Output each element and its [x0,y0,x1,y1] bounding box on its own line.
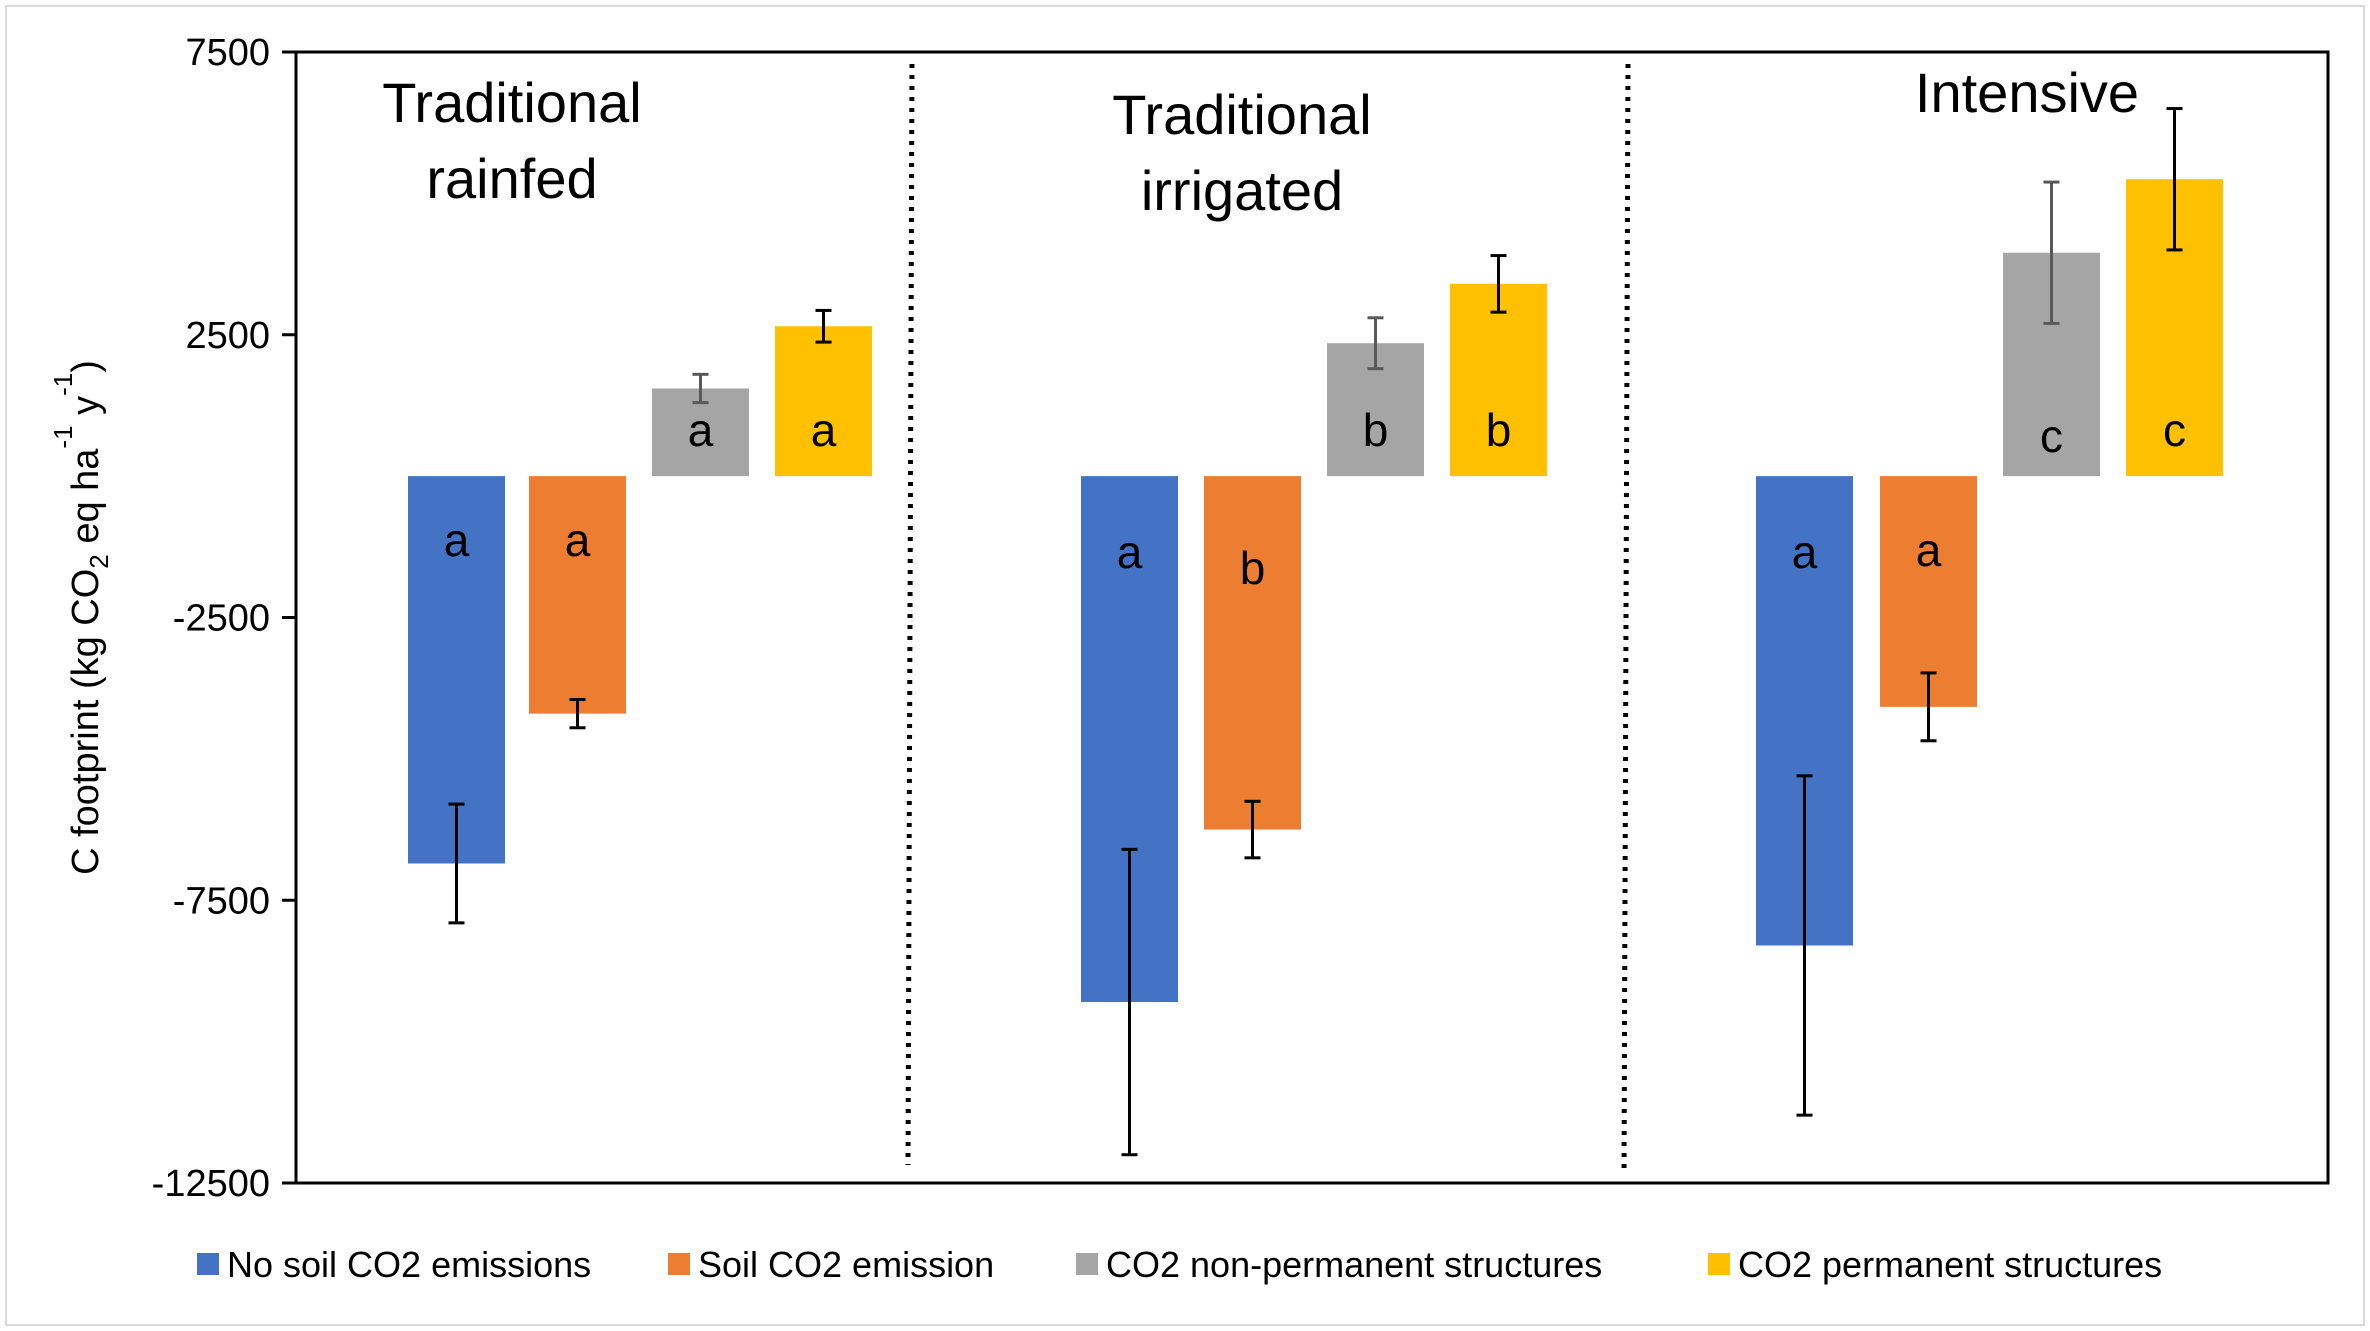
y-tick-label: -7500 [173,880,270,922]
significance-letter: a [1792,526,1818,578]
significance-letter: a [1117,526,1143,578]
significance-letter: b [1363,404,1389,456]
y-axis-label-part: C footprint (kg CO [65,569,107,875]
bar [1880,476,1977,707]
significance-letter: a [811,404,837,456]
significance-letter: a [1916,524,1942,576]
significance-letter: b [1240,542,1266,594]
y-axis-label-part: 2 [84,554,114,568]
significance-letter: a [688,404,714,456]
y-axis-label: C footprint (kg CO2 eq ha-1 y-1) [48,360,114,875]
significance-letter: a [565,514,591,566]
significance-letter: c [2040,410,2063,462]
y-axis-label-part: eq ha [65,448,107,555]
legend: No soil CO2 emissions Soil CO2 emission CO… [197,1244,2162,1285]
y-tick-label: -2500 [173,598,270,640]
group-separator [1621,63,1631,1176]
legend-label: CO2 non-permanent structures [1106,1244,1602,1285]
chart-border [5,5,2365,1326]
group-title: rainfed [426,147,597,210]
bar [1204,476,1301,830]
y-axis-label-part: -1 [48,373,78,396]
y-axis-label-part: y [65,396,107,426]
significance-letter: a [444,514,470,566]
bar [1450,283,1547,477]
y-axis: 7500 2500 -2500 -7500 -12500 [152,32,296,1205]
legend-swatch [197,1253,219,1275]
legend-swatch [668,1253,690,1275]
legend-swatch [1076,1253,1098,1275]
plot-area: a a a a b a a b c a b c [294,50,2330,1185]
significance-letter: c [2163,404,2186,456]
group-title: Intensive [1915,61,2139,124]
group-title: Traditional [1112,83,1371,146]
y-tick-label: -12500 [152,1163,270,1205]
significance-letter: b [1486,404,1512,456]
y-tick-label: 2500 [185,315,270,357]
bar [408,476,505,864]
y-axis-label-part: -1 [48,425,78,448]
legend-label: CO2 permanent structures [1738,1244,2162,1285]
bar [529,476,626,714]
y-axis-label-part: ) [65,360,107,373]
group-title: irrigated [1141,159,1343,222]
legend-swatch [1708,1253,1730,1275]
legend-label: No soil CO2 emissions [227,1244,591,1285]
group-separator [905,63,915,1166]
bar [775,326,872,477]
group-title: Traditional [382,71,641,134]
group-titles: Traditional rainfed Traditional irrigated In… [382,61,2139,222]
y-tick-label: 7500 [185,32,270,74]
legend-label: Soil CO2 emission [698,1244,994,1285]
